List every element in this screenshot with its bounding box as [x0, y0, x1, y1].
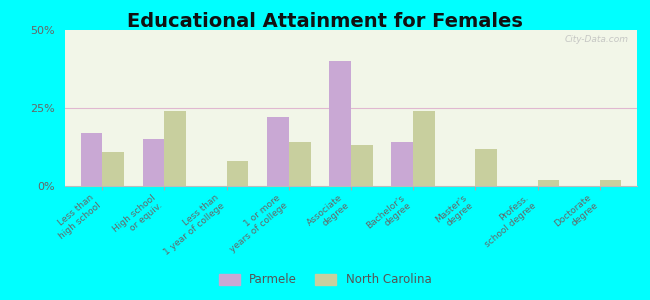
Bar: [351, 146, 372, 186]
Bar: [81, 133, 102, 186]
Bar: [413, 111, 435, 186]
Bar: [143, 139, 164, 186]
Bar: [475, 148, 497, 186]
Bar: [330, 61, 351, 186]
Bar: [391, 142, 413, 186]
Bar: [102, 152, 124, 186]
Text: Educational Attainment for Females: Educational Attainment for Females: [127, 12, 523, 31]
Text: City-Data.com: City-Data.com: [564, 35, 629, 44]
Bar: [267, 117, 289, 186]
Legend: Parmele, North Carolina: Parmele, North Carolina: [214, 269, 436, 291]
Bar: [289, 142, 311, 186]
Bar: [600, 180, 621, 186]
Bar: [538, 180, 559, 186]
Bar: [164, 111, 187, 186]
Bar: [227, 161, 248, 186]
